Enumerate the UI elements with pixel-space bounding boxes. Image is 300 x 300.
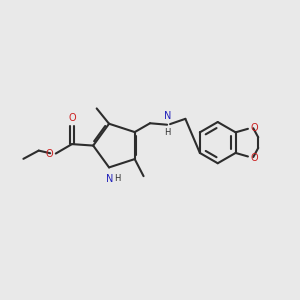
- Text: O: O: [250, 153, 258, 163]
- Text: H: H: [114, 174, 120, 183]
- Text: O: O: [45, 149, 53, 159]
- Text: O: O: [250, 123, 258, 133]
- Text: O: O: [68, 113, 76, 123]
- Text: N: N: [164, 111, 171, 121]
- Text: N: N: [106, 174, 113, 184]
- Text: H: H: [164, 128, 171, 137]
